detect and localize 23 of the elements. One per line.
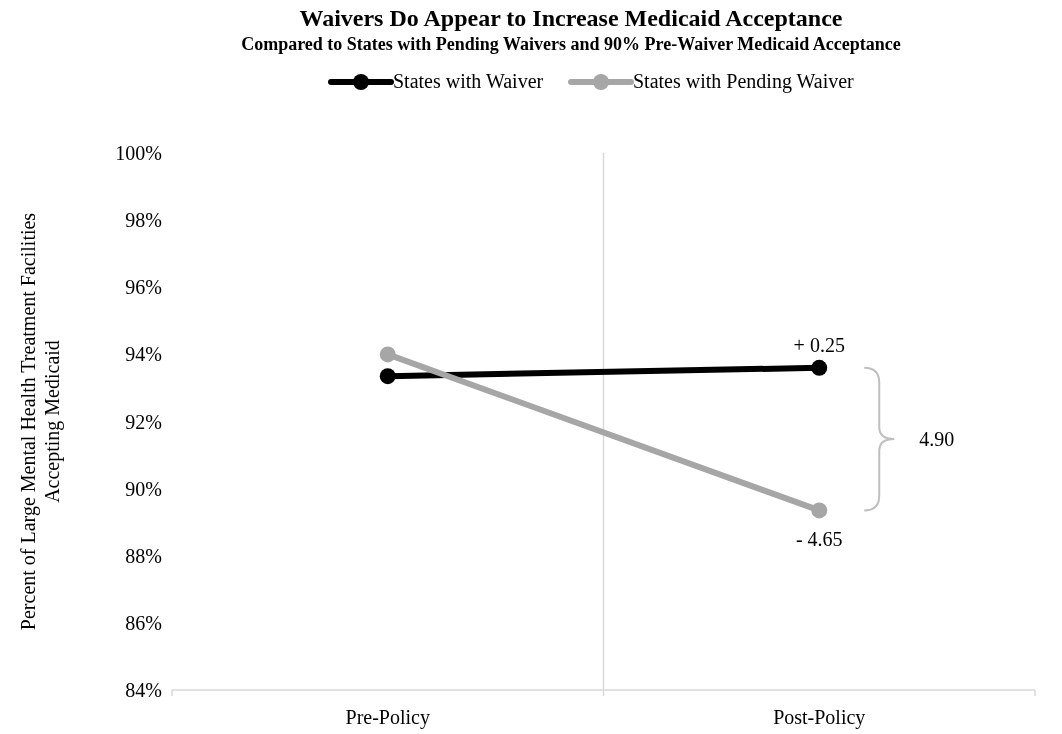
y-axis-title: Percent of Large Mental Health Treatment Facilities Accepting Medicaid bbox=[17, 212, 64, 631]
annotation: + 0.25 bbox=[793, 333, 845, 356]
point bbox=[379, 346, 396, 363]
y-tick-label: 84% bbox=[125, 679, 162, 701]
y-tick-label: 92% bbox=[125, 410, 162, 433]
legend-label: States with Waiver bbox=[393, 70, 544, 92]
x-tick-label: Pre-Policy bbox=[345, 706, 430, 729]
annotation: 4.90 bbox=[919, 428, 955, 451]
point bbox=[811, 359, 828, 376]
y-tick-label: 94% bbox=[125, 343, 162, 366]
point bbox=[379, 368, 396, 385]
y-tick-label: 88% bbox=[125, 544, 162, 567]
annotation: - 4.65 bbox=[795, 528, 843, 551]
legend-label: States with Pending Waiver bbox=[633, 70, 855, 93]
y-tick-label: 100% bbox=[115, 142, 162, 164]
y-tick-label: 90% bbox=[125, 477, 162, 500]
chart-subtitle: Compared to States with Pending Waivers and 90% Pre-Waiver Medicaid Acceptance bbox=[241, 34, 901, 54]
point bbox=[811, 502, 828, 519]
y-tick-label: 98% bbox=[125, 209, 162, 232]
y-tick-label: 96% bbox=[125, 276, 162, 299]
y-tick-label: 86% bbox=[125, 611, 162, 634]
x-tick-label: Post-Policy bbox=[773, 706, 866, 729]
chart-title: Waivers Do Appear to Increase Medicaid Acceptance bbox=[299, 5, 843, 31]
